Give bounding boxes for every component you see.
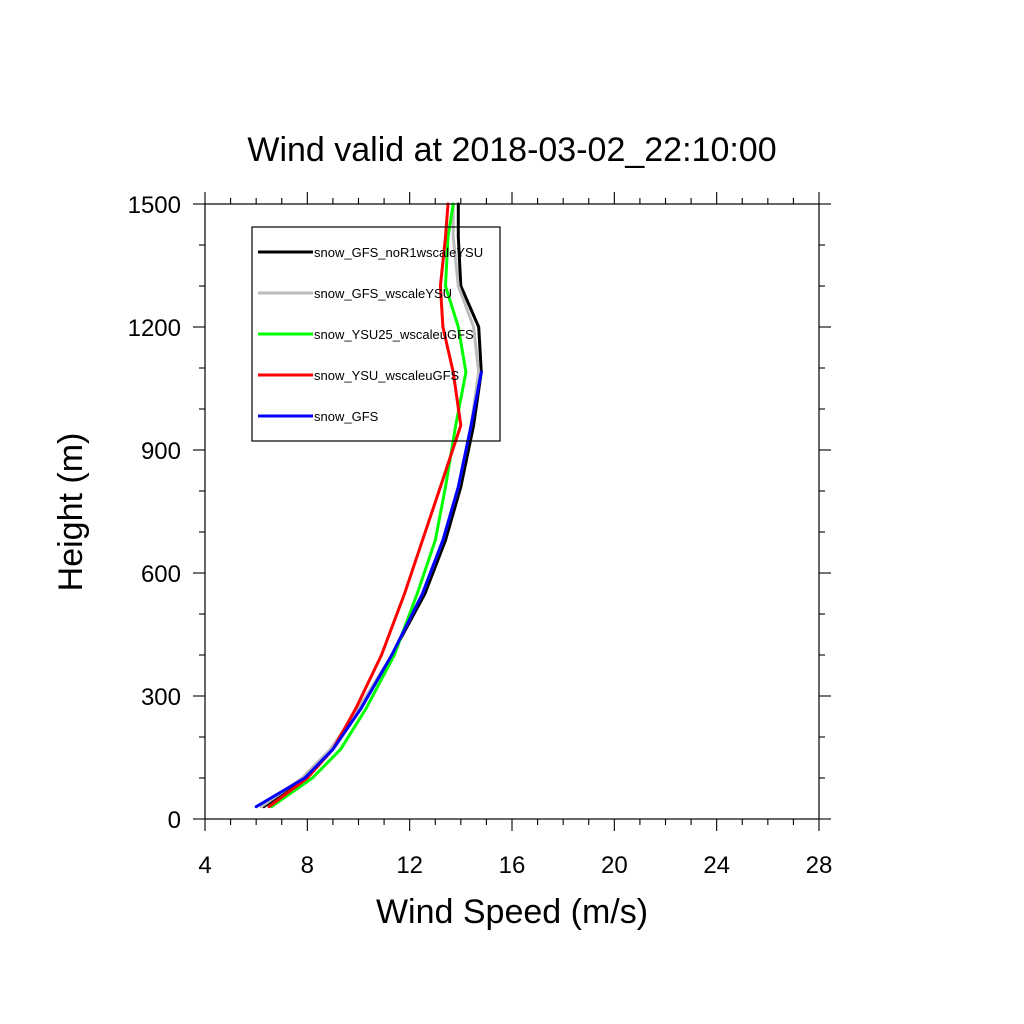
legend-label: snow_GFS_wscaleYSU (314, 286, 452, 301)
x-axis-label: Wind Speed (m/s) (376, 893, 648, 931)
x-tick-label: 20 (601, 852, 628, 879)
chart-title: Wind valid at 2018-03-02_22:10:00 (247, 131, 776, 169)
ticks-layer: 4 8 12 16 20 24 28 0 300 600 900 1200 1500 (128, 192, 833, 879)
x-tick-label: 24 (703, 852, 730, 879)
y-tick-label: 600 (141, 561, 181, 588)
x-tick-label: 12 (396, 852, 423, 879)
y-tick-label: 300 (141, 684, 181, 711)
legend-label: snow_GFS_noR1wscaleYSU (314, 245, 483, 260)
series-layer (254, 202, 483, 809)
series-line-3 (270, 202, 468, 809)
x-tick-label: 16 (499, 852, 526, 879)
y-tick-label: 900 (141, 438, 181, 465)
x-tick-label: 28 (806, 852, 833, 879)
legend-label: snow_YSU_wscaleuGFS (314, 368, 460, 383)
y-axis-label: Height (m) (52, 433, 90, 592)
x-tick-label: 8 (301, 852, 314, 879)
series-line-5 (254, 370, 483, 809)
y-tick-label: 0 (168, 807, 181, 834)
legend: snow_GFS_noR1wscaleYSU snow_GFS_wscaleYSU… (251, 226, 501, 442)
legend-box (251, 226, 501, 442)
legend-label: snow_GFS (314, 409, 379, 424)
legend-label: snow_YSU25_wscaleuGFS (314, 327, 474, 342)
y-tick-label: 1200 (128, 315, 181, 342)
y-tick-label: 1500 (128, 192, 181, 219)
x-tick-label: 4 (198, 852, 211, 879)
plot-frame (204, 203, 820, 820)
